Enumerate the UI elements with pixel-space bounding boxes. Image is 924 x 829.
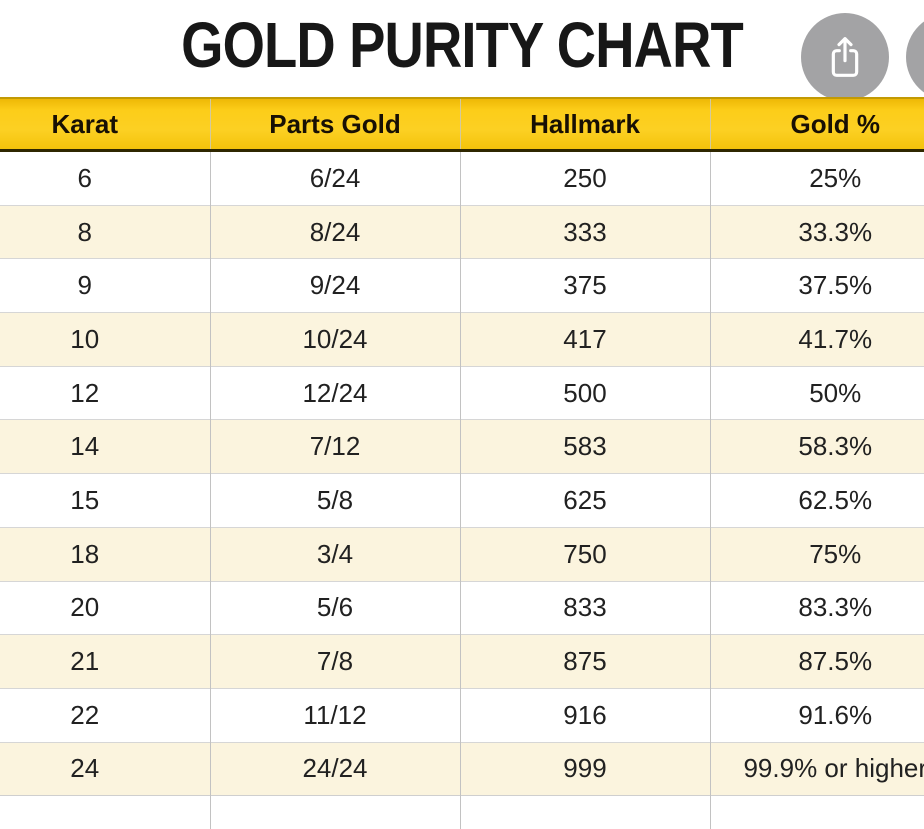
share-icon — [831, 37, 859, 77]
column-header-karat: Karat — [0, 97, 210, 152]
table-cell: 12 — [0, 365, 210, 420]
table-cell: 5/6 — [209, 580, 460, 635]
table-cell: 833 — [459, 580, 710, 635]
table-cell: 417 — [459, 312, 710, 367]
table-row: 24 24/24 999 99.9% or higher — [0, 741, 924, 796]
empty-cell — [0, 795, 210, 829]
table-cell: 10/24 — [209, 312, 460, 367]
table-cell: 750 — [459, 526, 710, 581]
share-button[interactable] — [801, 13, 889, 101]
table-cell: 37.5% — [709, 258, 924, 313]
table-cell: 18 — [0, 526, 210, 581]
table-cell: 33.3% — [709, 204, 924, 259]
table-cell: 87.5% — [709, 634, 924, 689]
table-row: 10 10/24 417 41.7% — [0, 312, 924, 367]
empty-trailing-row — [0, 795, 924, 829]
table-row: 21 7/8 875 87.5% — [0, 634, 924, 689]
table-cell: 11/12 — [209, 687, 460, 743]
table-cell: 15 — [0, 473, 210, 528]
table-cell: 9/24 — [209, 258, 460, 313]
table-row: 12 12/24 500 50% — [0, 365, 924, 420]
empty-cell — [209, 795, 460, 829]
table-header-row: Karat Parts Gold Hallmark Gold % — [0, 97, 924, 152]
table-row: 9 9/24 375 37.5% — [0, 258, 924, 313]
table-cell: 50% — [709, 365, 924, 420]
gold-purity-table: Karat Parts Gold Hallmark Gold % 6 6/24 25… — [0, 97, 924, 829]
table-row: 15 5/8 625 62.5% — [0, 473, 924, 528]
page-title: GOLD PURITY CHART — [181, 9, 744, 81]
table-cell: 21 — [0, 634, 210, 689]
table-cell: 5/8 — [209, 473, 460, 528]
table-cell: 14 — [0, 419, 210, 474]
column-header-parts-gold: Parts Gold — [209, 97, 460, 152]
table-cell: 6/24 — [209, 150, 460, 206]
column-header-hallmark: Hallmark — [459, 97, 710, 152]
table-cell: 8 — [0, 204, 210, 259]
table-cell: 58.3% — [709, 419, 924, 474]
table-cell: 24 — [0, 741, 210, 796]
table-row: 22 11/12 916 91.6% — [0, 687, 924, 743]
table-cell: 91.6% — [709, 687, 924, 743]
table-cell: 12/24 — [209, 365, 460, 420]
table-row: 18 3/4 750 75% — [0, 526, 924, 581]
table-cell: 250 — [459, 150, 710, 206]
table-cell: 625 — [459, 473, 710, 528]
table-cell: 333 — [459, 204, 710, 259]
table-cell: 7/12 — [209, 419, 460, 474]
partial-circle-button[interactable] — [906, 13, 924, 101]
table-cell: 875 — [459, 634, 710, 689]
table-row: 14 7/12 583 58.3% — [0, 419, 924, 474]
table-cell: 6 — [0, 150, 210, 206]
column-header-gold-percent: Gold % — [709, 97, 924, 152]
table-cell: 3/4 — [209, 526, 460, 581]
table-cell: 25% — [709, 150, 924, 206]
table-cell: 999 — [459, 741, 710, 796]
table-cell: 9 — [0, 258, 210, 313]
table-cell: 75% — [709, 526, 924, 581]
table-row: 20 5/6 833 83.3% — [0, 580, 924, 635]
table-cell: 24/24 — [209, 741, 460, 796]
table-cell: 7/8 — [209, 634, 460, 689]
table-row: 6 6/24 250 25% — [0, 150, 924, 206]
table-cell: 10 — [0, 312, 210, 367]
table-row: 8 8/24 333 33.3% — [0, 204, 924, 259]
table-cell: 583 — [459, 419, 710, 474]
table-cell: 500 — [459, 365, 710, 420]
table-cell: 8/24 — [209, 204, 460, 259]
empty-cell — [459, 795, 710, 829]
table-cell: 22 — [0, 687, 210, 743]
table-cell: 99.9% or higher — [709, 741, 924, 796]
table-cell: 375 — [459, 258, 710, 313]
table-cell: 83.3% — [709, 580, 924, 635]
table-cell: 20 — [0, 580, 210, 635]
table-cell: 62.5% — [709, 473, 924, 528]
empty-cell — [709, 795, 924, 829]
table-cell: 41.7% — [709, 312, 924, 367]
table-cell: 916 — [459, 687, 710, 743]
